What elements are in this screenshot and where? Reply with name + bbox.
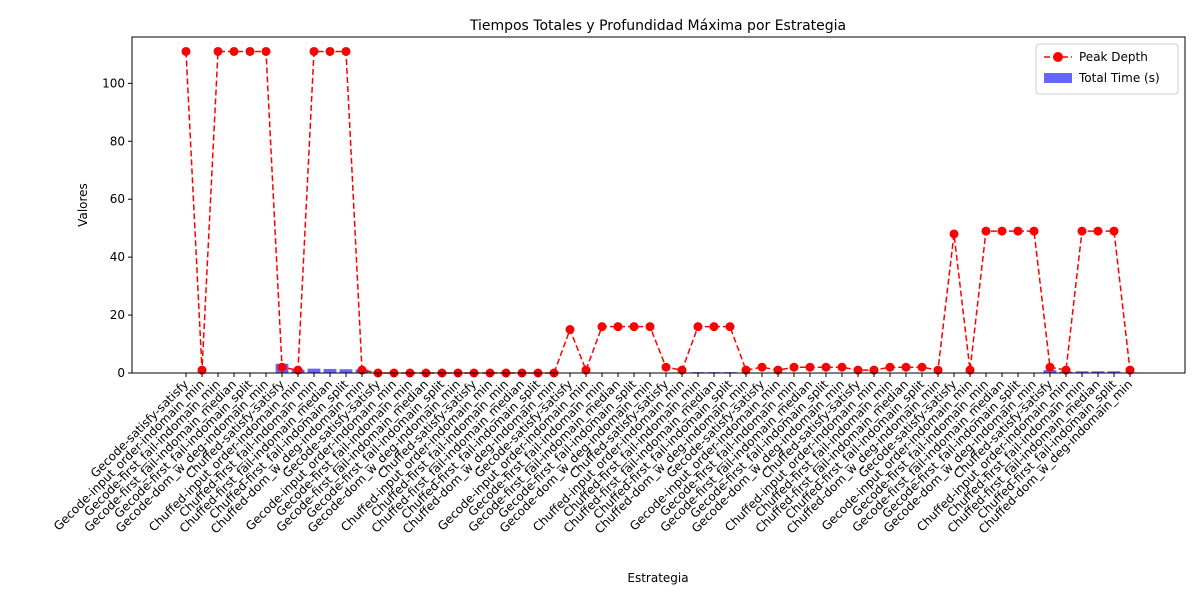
peak-depth-point: [1093, 226, 1103, 236]
x-axis-label: Estrategia: [627, 571, 688, 585]
peak-depth-point: [981, 226, 991, 236]
bar: [307, 368, 321, 373]
peak-depth-point: [341, 46, 351, 56]
y-tick-label: 80: [110, 134, 125, 148]
peak-depth-point: [245, 46, 255, 56]
peak-depth-point: [293, 365, 303, 375]
peak-depth-point: [277, 362, 287, 372]
peak-depth-point: [837, 362, 847, 372]
peak-depth-point: [1061, 365, 1071, 375]
peak-depth-point: [325, 46, 335, 56]
peak-depth-point: [805, 362, 815, 372]
peak-depth-point: [757, 362, 767, 372]
peak-depth-point: [597, 322, 607, 332]
peak-depth-point: [581, 365, 591, 375]
peak-depth-point: [821, 362, 831, 372]
peak-depth-point: [1013, 226, 1023, 236]
line-layer: [181, 46, 1135, 378]
peak-depth-point: [965, 365, 975, 375]
peak-depth-point: [1029, 226, 1039, 236]
peak-depth-point: [949, 229, 959, 239]
bar: [1107, 371, 1121, 373]
y-tick-label: 60: [110, 192, 125, 206]
peak-depth-point: [661, 362, 671, 372]
peak-depth-point: [853, 365, 863, 375]
peak-depth-point: [261, 46, 271, 56]
peak-depth-point: [645, 322, 655, 332]
peak-depth-point: [181, 46, 191, 56]
peak-depth-point: [197, 365, 207, 375]
y-axis-label: Valores: [76, 183, 90, 227]
legend-total-time: Total Time (s): [1078, 71, 1160, 85]
peak-depth-point: [885, 362, 895, 372]
peak-depth-point: [709, 322, 719, 332]
peak-depth-point: [933, 365, 943, 375]
peak-depth-point: [1045, 362, 1055, 372]
peak-depth-point: [629, 322, 639, 332]
legend-marker-swatch: [1053, 52, 1063, 62]
y-tick-label: 20: [110, 308, 125, 322]
peak-depth-point: [693, 322, 703, 332]
bar: [339, 369, 353, 373]
peak-depth-point: [789, 362, 799, 372]
peak-depth-point: [773, 365, 783, 375]
y-axis: 0 20 40 60 80 100: [102, 76, 132, 380]
peak-depth-point: [677, 365, 687, 375]
peak-depth-point: [725, 322, 735, 332]
y-tick-label: 100: [102, 76, 125, 90]
peak-depth-point: [213, 46, 223, 56]
peak-depth-point: [997, 226, 1007, 236]
peak-depth-point: [309, 46, 319, 56]
peak-depth-point: [917, 362, 927, 372]
bar: [1075, 371, 1089, 373]
y-tick-label: 40: [110, 250, 125, 264]
y-tick-label: 0: [117, 366, 125, 380]
peak-depth-point: [1109, 226, 1119, 236]
peak-depth-point: [229, 46, 239, 56]
peak-depth-point: [1125, 365, 1135, 375]
bars-layer: [275, 363, 1137, 373]
legend: Peak Depth Total Time (s): [1035, 43, 1179, 95]
peak-depth-line: [185, 50, 1131, 374]
bar: [323, 368, 337, 373]
peak-depth-point: [869, 365, 879, 375]
peak-depth-point: [901, 362, 911, 372]
peak-depth-point: [1077, 226, 1087, 236]
legend-peak-depth: Peak Depth: [1079, 50, 1148, 64]
legend-bar-swatch: [1044, 73, 1072, 83]
peak-depth-point: [741, 365, 751, 375]
peak-depth-point: [565, 325, 575, 335]
x-axis: Gecode-satisfy-satisfyGecode-input_order…: [51, 373, 1135, 536]
plot-frame: [131, 36, 1186, 374]
peak-depth-point: [613, 322, 623, 332]
peak-depth-point: [357, 365, 367, 375]
bar: [1091, 371, 1105, 373]
chart-title: Tiempos Totales y Profundidad Máxima por…: [469, 18, 846, 34]
